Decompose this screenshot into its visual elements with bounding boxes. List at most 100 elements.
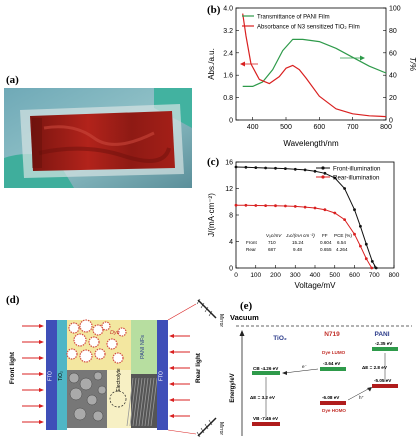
pani-lumo-bar — [372, 347, 398, 351]
electrolyte-lower — [107, 370, 131, 428]
dye-lumo-value: -3.64 eV — [323, 361, 341, 366]
reflect-ray-top — [167, 303, 197, 321]
tio2-cb-label: CB -4.26 eV — [253, 366, 279, 371]
panel-c-label: (c) — [207, 156, 220, 168]
reflect-ray-bottom — [167, 429, 197, 435]
c-series-2-point — [364, 257, 368, 261]
c-series-1-point — [370, 260, 374, 263]
pv-row-front-pce: 6.54 — [337, 240, 346, 245]
b-xtick-label: 700 — [347, 124, 359, 131]
col-tio2: TiO₂ — [273, 335, 287, 342]
b-ytick-left-label: 4.0 — [223, 6, 233, 13]
dye-homo-bar — [320, 401, 346, 405]
c-xtick-label: 100 — [250, 272, 261, 279]
tio2-particles — [66, 319, 127, 364]
b-series-line-1 — [242, 38, 387, 88]
sem-grain — [73, 407, 87, 421]
c-xtick-label: 0 — [234, 272, 238, 279]
sem-grain — [92, 410, 104, 422]
fto-left-layer — [46, 320, 57, 430]
chart-b-frame — [235, 7, 387, 121]
c-series-1-point — [364, 242, 368, 246]
pani-fiber — [138, 377, 146, 427]
pv-row-front-ff: 0.604 — [320, 240, 332, 245]
c-series-2-point — [264, 204, 267, 207]
legend-b-1: Transmittance of PANI Film — [257, 15, 330, 21]
vacuum-label: Vacuum — [230, 313, 259, 322]
pv-row-rear-pce: 4.264 — [336, 247, 348, 252]
front-light-ray-head — [39, 324, 44, 328]
c-series-1-point — [254, 166, 258, 169]
c-ytick-label: 16 — [225, 160, 233, 167]
hole-transfer-arrow — [347, 387, 371, 401]
front-light-ray-head — [39, 388, 44, 392]
c-xtick-label: 400 — [310, 272, 321, 279]
chart-c-xlabel: Voltage/mV — [295, 281, 337, 290]
c-series-1-point — [353, 208, 356, 212]
pv-row-rear-ff: 0.655 — [320, 247, 332, 252]
c-ytick-label: 0 — [229, 266, 233, 273]
b-ytick-right-label: 60 — [389, 50, 397, 57]
pv-header-jsc: Jₛc/(mA cm⁻²) — [285, 233, 315, 238]
b-ytick-left-label: 3.2 — [223, 28, 233, 35]
sem-tio2-texture — [68, 371, 107, 422]
pani-fiber — [150, 377, 158, 427]
pv-row-rear-voc: 687 — [268, 247, 276, 252]
c-series-2-point — [293, 205, 297, 208]
pv-header-pce: PCE (%) — [334, 233, 352, 238]
arrow-right-head — [360, 55, 365, 61]
pv-row-front-voc: 710 — [268, 240, 276, 245]
c-series-1-point — [303, 168, 307, 172]
electron-label: e⁻ — [302, 364, 308, 369]
panel-a-label: (a) — [6, 74, 19, 86]
pani-lumo-value: -2.35 eV — [375, 341, 393, 346]
electrolyte-label: Electrolyte — [116, 368, 122, 392]
chart-c-ylabel: J/(mA·cm⁻²) — [207, 193, 216, 237]
photo-film — [4, 88, 192, 188]
b-xtick-label: 600 — [313, 124, 325, 131]
c-xtick-label: 200 — [270, 272, 281, 279]
b-ytick-left-label: 2.4 — [223, 50, 233, 57]
pv-row-front-jsc: 15.24 — [292, 240, 304, 245]
c-series-1-point — [293, 167, 297, 171]
pani-fiber — [135, 377, 143, 427]
c-series-1-point — [264, 166, 267, 170]
dye-label: Dye — [110, 330, 120, 336]
chart-c: 0 4 8 12 16 0 100 200 300 400 500 600 700 800 Front-… — [207, 160, 400, 291]
dye-lumo-label: Dye LUMO — [322, 350, 346, 355]
c-series-2-point — [359, 244, 362, 248]
fto-left-label: FTO — [48, 371, 54, 381]
sem-grain — [97, 385, 107, 395]
legend-c-2-marker — [321, 175, 325, 179]
rear-light-ray-head — [169, 334, 174, 338]
sem-grain — [69, 387, 83, 401]
chart-b-xlabel: Wavelength/nm — [283, 139, 339, 148]
c-series-2-point — [353, 232, 356, 236]
hole-arrowhead — [367, 387, 372, 392]
chart-b-ylabel-left: Abs./a.u. — [207, 48, 216, 80]
energy-ylabel: Energy/eV — [230, 373, 236, 402]
redox-cycle — [109, 390, 127, 408]
fto-right-layer — [157, 320, 168, 430]
c-series-1-point — [274, 166, 277, 170]
mirror-top-icon — [196, 298, 217, 319]
pani-fiber — [147, 377, 155, 427]
b-xtick-label: 400 — [247, 124, 259, 131]
pani-homo-value: -5.05 eV — [374, 378, 392, 383]
pani-fiber — [132, 377, 140, 427]
c-series-2-point — [284, 204, 287, 208]
pani-fiber — [129, 377, 137, 427]
pv-header-voc: Vₒc/mV — [266, 233, 282, 238]
b-ytick-right-label: 0 — [389, 118, 393, 125]
sem-grain — [79, 377, 93, 391]
front-light-label: Front light — [9, 351, 16, 384]
sem-grain — [86, 394, 98, 406]
sem-grain — [68, 372, 80, 384]
front-light-ray-head — [39, 356, 44, 360]
c-series-1-point — [234, 165, 238, 169]
c-series-1-point — [333, 176, 337, 180]
rear-light-ray-head — [169, 382, 174, 386]
b-ytick-right-label: 20 — [389, 95, 397, 102]
pv-header-ff: FF — [322, 233, 328, 238]
c-series-2-point — [244, 203, 248, 207]
